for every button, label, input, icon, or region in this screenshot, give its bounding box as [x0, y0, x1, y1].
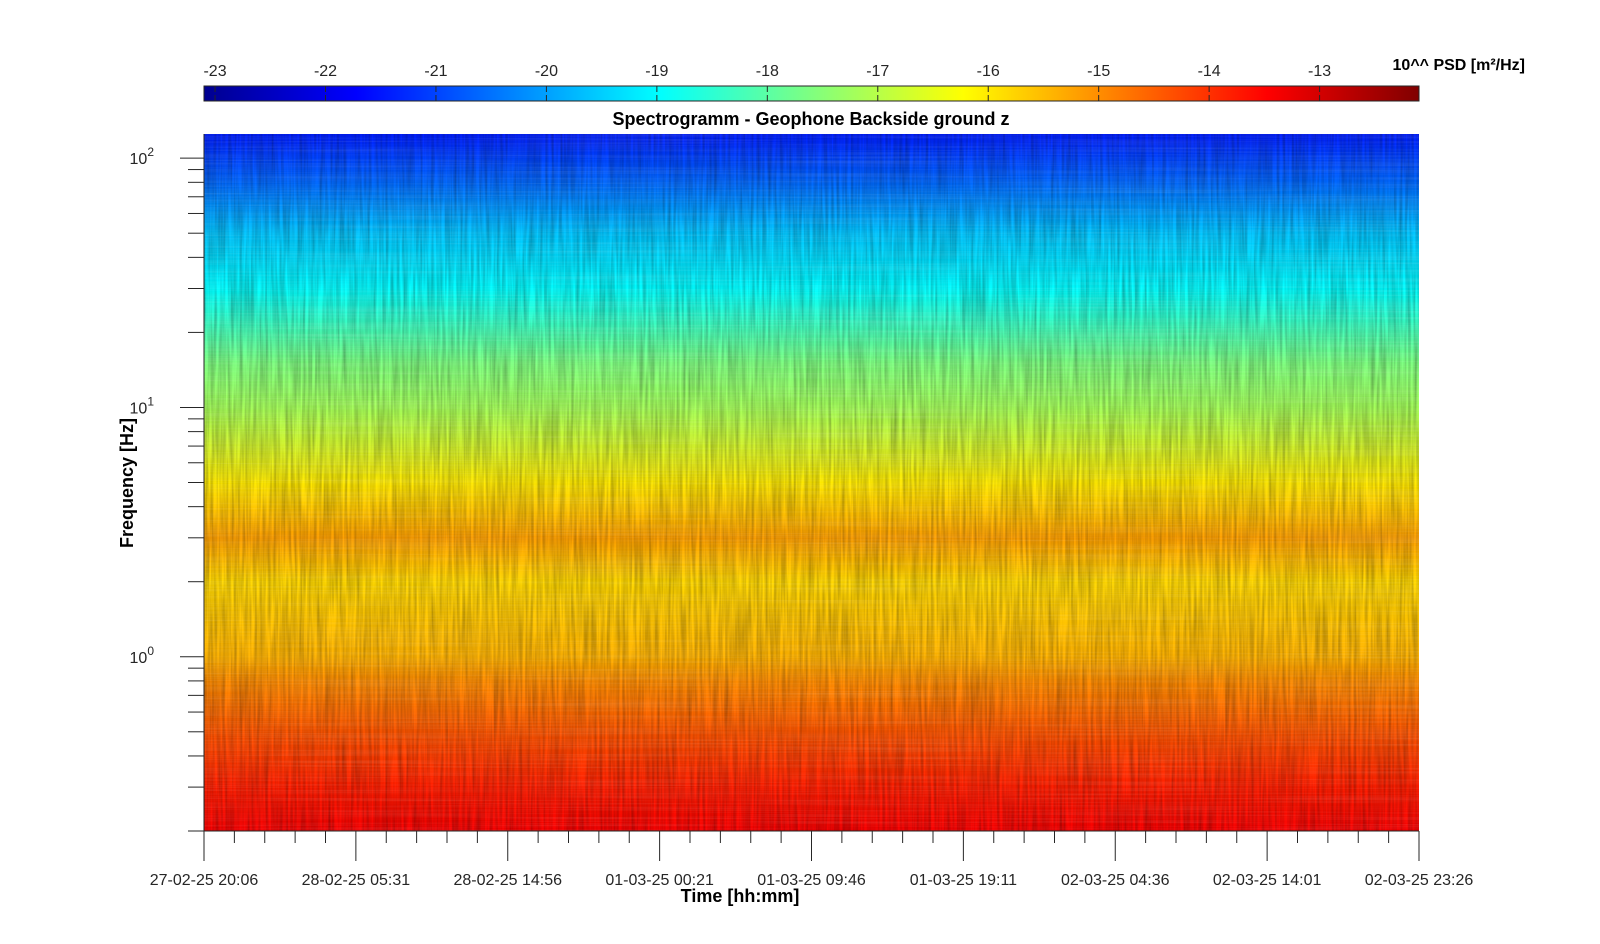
colorbar-ticks: -23 -22 -21 -20 -19 -18 -17 -16 -15 -14 -13	[203, 63, 1331, 101]
x-tick-label: 01-03-25 09:46	[757, 872, 866, 889]
colorbar-tick-label: -19	[645, 63, 668, 80]
x-tick-label: 28-02-25 14:56	[453, 872, 562, 889]
x-tick-label: 28-02-25 05:31	[302, 872, 411, 889]
x-tick-label: 27-02-25 20:06	[150, 872, 259, 889]
y-axis-label: Frequency [Hz]	[117, 418, 137, 548]
colorbar-tick-label: -21	[424, 63, 447, 80]
colorbar-tick-label: -16	[977, 63, 1000, 80]
x-tick-label: 02-03-25 04:36	[1061, 872, 1170, 889]
colorbar-tick-label: -18	[756, 63, 779, 80]
x-tick-label: 02-03-25 14:01	[1213, 872, 1322, 889]
y-axis-ticks: 100 101 102	[130, 145, 204, 832]
plot-area: 100 101 102 27-02-25 20:06 28-02-25 05:31 28…	[130, 134, 1474, 889]
colorbar-tick-label: -20	[535, 63, 558, 80]
colorbar-tick-label: -22	[314, 63, 337, 80]
x-axis-label: Time [hh:mm]	[681, 886, 800, 906]
x-tick-label: 02-03-25 23:26	[1365, 872, 1474, 889]
colorbar-tick-label: -23	[203, 63, 226, 80]
x-tick-label: 01-03-25 19:11	[910, 872, 1017, 889]
x-tick-label: 01-03-25 00:21	[605, 872, 714, 889]
colorbar-label: 10^^ PSD [m²/Hz]	[1393, 57, 1525, 74]
y-tick-label: 101	[130, 394, 155, 417]
colorbar: -23 -22 -21 -20 -19 -18 -17 -16 -15 -14 -13 10^^ P…	[203, 57, 1525, 102]
colorbar-tick-label: -15	[1087, 63, 1110, 80]
spectrogram-lines	[204, 134, 1419, 831]
x-axis-ticks: 27-02-25 20:06 28-02-25 05:31 28-02-25 14:…	[150, 831, 1474, 889]
colorbar-gradient	[203, 85, 1420, 102]
y-tick-label: 102	[130, 145, 155, 168]
colorbar-tick-label: -14	[1198, 63, 1221, 80]
colorbar-tick-label: -13	[1308, 63, 1331, 80]
chart-title: Spectrogramm - Geophone Backside ground …	[612, 109, 1009, 129]
y-tick-label: 100	[130, 644, 155, 667]
colorbar-tick-label: -17	[866, 63, 889, 80]
